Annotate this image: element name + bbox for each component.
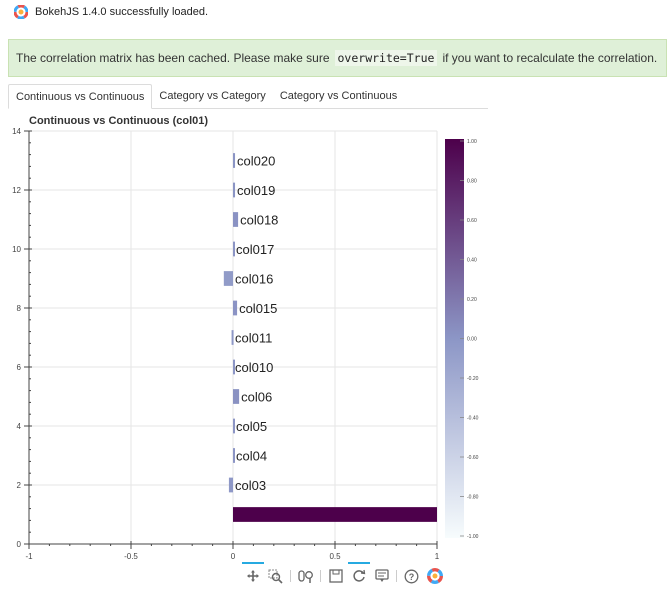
- reset-icon[interactable]: [348, 561, 370, 585]
- bar-label: col015: [239, 301, 277, 316]
- bar-label: col018: [240, 213, 278, 228]
- correlation-bar: [233, 241, 235, 257]
- bar-label: col019: [237, 183, 275, 198]
- bokeh-status: BokehJS 1.4.0 successfully loaded.: [14, 4, 208, 20]
- bar-label: col06: [241, 390, 272, 405]
- colorbar-tick-label: 0.00: [467, 337, 477, 343]
- notice-text-after: if you want to recalculate the correlati…: [442, 51, 658, 65]
- notice-code: overwrite=True: [334, 50, 438, 66]
- correlation-bar: [233, 418, 235, 434]
- save-icon[interactable]: [327, 568, 344, 585]
- y-tick-label: 4: [17, 422, 22, 431]
- colorbar-tick-label: -0.60: [467, 455, 479, 461]
- correlation-bar: [223, 271, 233, 286]
- bar-label: col017: [236, 242, 274, 257]
- toolbar-separator: [290, 570, 291, 582]
- correlation-bar: [233, 153, 236, 168]
- x-tick-label: 1: [435, 552, 440, 561]
- correlation-bar: [233, 359, 235, 375]
- colorbar-tick-label: 0.40: [467, 258, 477, 264]
- x-tick-label: -1: [25, 552, 33, 561]
- y-tick-label: 0: [17, 540, 22, 549]
- pan-icon[interactable]: [242, 561, 264, 585]
- help-icon[interactable]: ?: [403, 568, 420, 585]
- colorbar-tick-label: 1.00: [467, 139, 477, 145]
- x-tick-label: 0.5: [329, 552, 341, 561]
- y-tick-label: 12: [12, 186, 21, 195]
- correlation-bar: [233, 448, 235, 463]
- toolbar-separator: [320, 570, 321, 582]
- bar-label: col016: [235, 272, 273, 287]
- correlation-bar: [233, 182, 236, 198]
- x-tick-label: -0.5: [124, 552, 138, 561]
- colorbar: [445, 139, 464, 538]
- tab-continuous-vs-continuous[interactable]: Continuous vs Continuous: [8, 84, 153, 109]
- toolbar-separator: [396, 570, 397, 582]
- bar-label: col04: [236, 449, 267, 464]
- x-tick-label: 0: [231, 552, 236, 561]
- wheel-zoom-icon[interactable]: [297, 568, 314, 585]
- tab-category-vs-continuous[interactable]: Category vs Continuous: [279, 90, 398, 102]
- cache-notice: The correlation matrix has been cached. …: [8, 39, 667, 77]
- colorbar-tick-label: -1.00: [467, 534, 479, 540]
- correlation-bar: [233, 212, 239, 227]
- svg-text:?: ?: [409, 572, 415, 582]
- colorbar-tick-label: -0.40: [467, 416, 479, 422]
- tab-bar: Continuous vs Continuous Category vs Cat…: [8, 84, 488, 109]
- bar-label: col020: [237, 154, 275, 169]
- colorbar-tick-label: -0.20: [467, 376, 479, 382]
- y-tick-label: 14: [12, 127, 21, 136]
- bar-label: col05: [236, 419, 267, 434]
- y-tick-label: 6: [17, 363, 22, 372]
- y-tick-label: 10: [12, 245, 21, 254]
- colorbar-tick-label: 0.80: [467, 179, 477, 185]
- bar-label: col010: [235, 360, 273, 375]
- chart-title: Continuous vs Continuous (col01): [29, 115, 209, 127]
- y-tick-label: 2: [17, 481, 22, 490]
- correlation-chart: -1 -0.5 0 0.5 102468101214col03col04col05col…: [12, 127, 479, 561]
- correlation-bar: [231, 330, 234, 345]
- correlation-bar: [233, 300, 238, 316]
- hover-icon[interactable]: [373, 568, 390, 585]
- bokeh-logo-icon: [14, 5, 28, 19]
- correlation-bar: [233, 389, 240, 404]
- colorbar-tick-label: 0.20: [467, 297, 477, 303]
- colorbar-tick-label: -0.80: [467, 495, 479, 501]
- bar-label: col011: [235, 331, 272, 346]
- bokeh-logo-icon[interactable]: [426, 568, 443, 585]
- correlation-bar: [228, 477, 233, 493]
- box-zoom-icon[interactable]: [267, 568, 284, 585]
- plot-toolbar: ?: [242, 561, 443, 589]
- bar-label: col03: [235, 478, 266, 493]
- tab-category-vs-category[interactable]: Category vs Category: [159, 90, 266, 102]
- notice-text-before: The correlation matrix has been cached. …: [16, 51, 330, 65]
- y-tick-label: 8: [17, 304, 22, 313]
- correlation-bar: [233, 507, 437, 522]
- colorbar-tick-label: 0.60: [467, 218, 477, 224]
- bokeh-status-text: BokehJS 1.4.0 successfully loaded.: [35, 6, 209, 18]
